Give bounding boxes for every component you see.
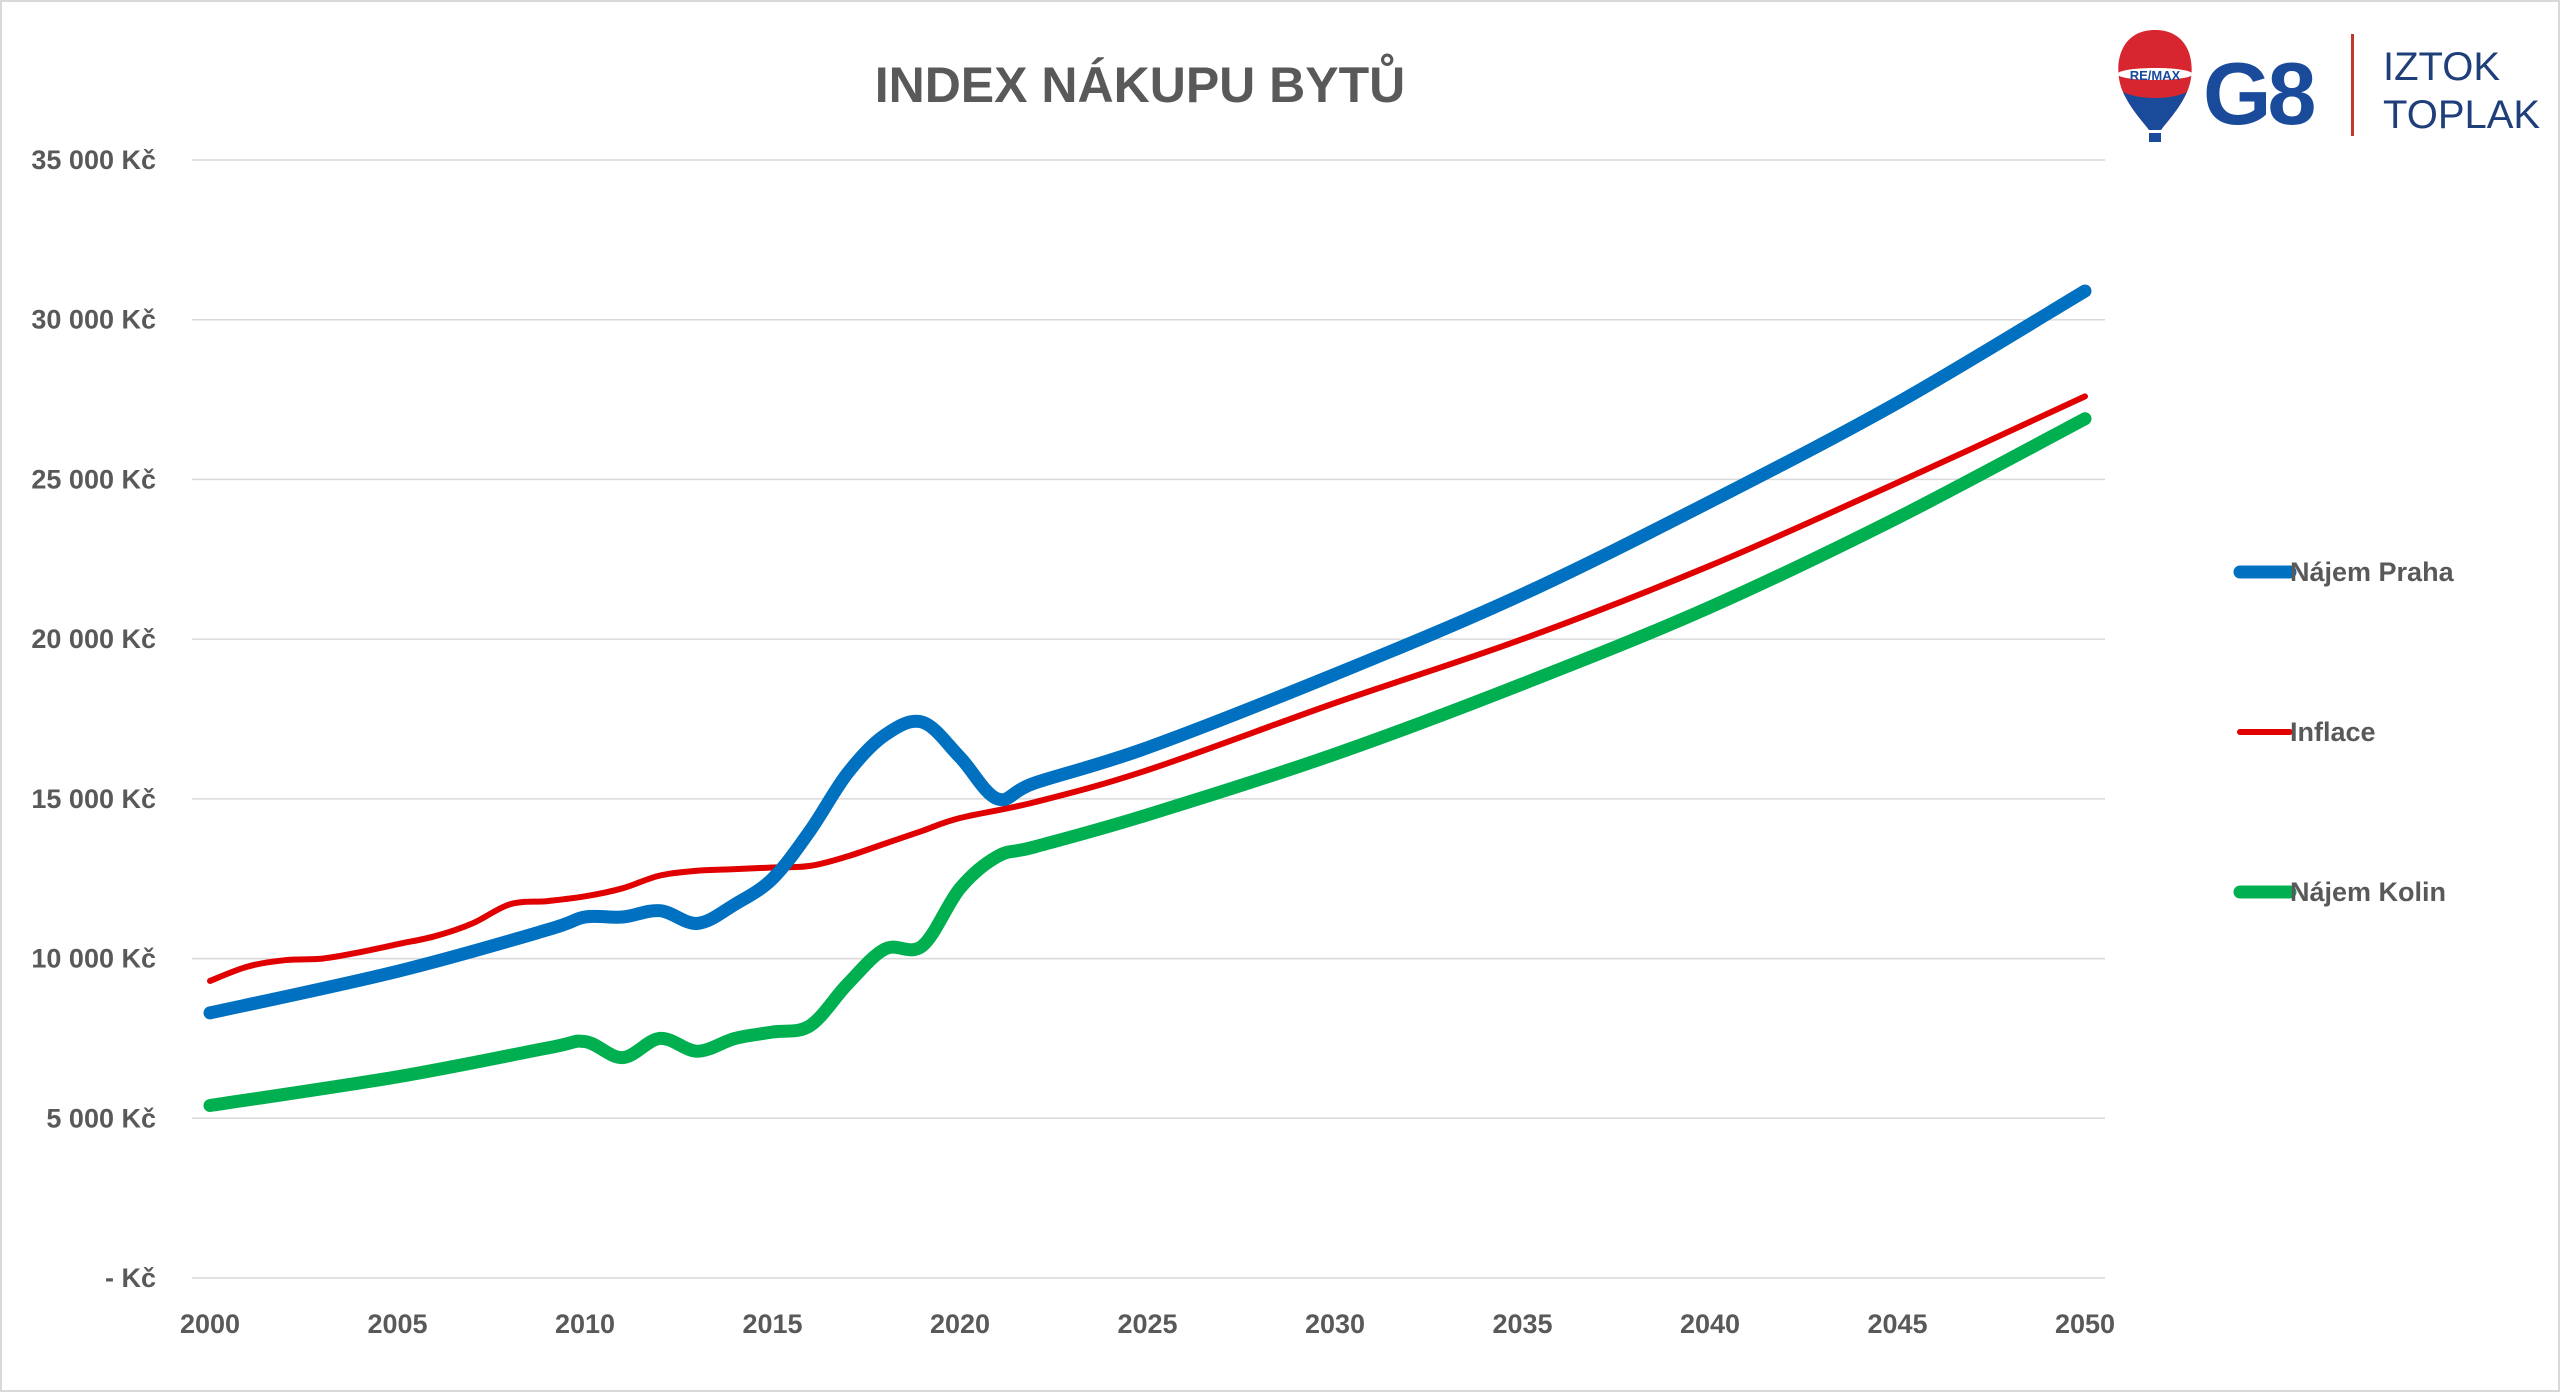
- balloon-text: RE/MAX: [2130, 68, 2181, 83]
- x-tick-label: 2010: [555, 1309, 615, 1339]
- x-tick-label: 2005: [367, 1309, 427, 1339]
- logo-g8: G8: [2203, 44, 2314, 143]
- x-tick-label: 2000: [180, 1309, 240, 1339]
- series-line-1: [207, 393, 2088, 984]
- series-lines: [203, 284, 2092, 1113]
- x-tick-label: 2025: [1117, 1309, 1177, 1339]
- y-tick-label: 30 000 Kč: [31, 305, 156, 335]
- logo-divider: [2351, 34, 2354, 136]
- x-tick-label: 2045: [1867, 1309, 1927, 1339]
- x-tick-label: 2015: [742, 1309, 802, 1339]
- x-tick-label: 2030: [1305, 1309, 1365, 1339]
- legend-label: Nájem Kolin: [2290, 877, 2446, 907]
- x-tick-label: 2035: [1492, 1309, 1552, 1339]
- y-tick-label: 35 000 Kč: [31, 145, 156, 175]
- chart-title: INDEX NÁKUPU BYTŮ: [875, 53, 1406, 113]
- series-line-2: [203, 412, 2092, 1113]
- logo-line1: IZTOK: [2383, 45, 2500, 89]
- x-tick-label: 2020: [930, 1309, 990, 1339]
- x-tick-label: 2040: [1680, 1309, 1740, 1339]
- x-tick-label: 2050: [2055, 1309, 2115, 1339]
- grid-lines: [192, 159, 2105, 1279]
- y-tick-label: - Kč: [105, 1263, 156, 1293]
- legend-label: Inflace: [2290, 717, 2376, 747]
- y-tick-label: 20 000 Kč: [31, 624, 156, 654]
- remax-logo: RE/MAX G8 IZTOK TOPLAK: [2117, 30, 2540, 143]
- y-tick-label: 15 000 Kč: [31, 784, 156, 814]
- x-axis-ticks: 2000 2005 2010 2015 2020 2025 2030 2035 2040 2045…: [180, 1309, 2115, 1339]
- y-axis-ticks: - Kč 5 000 Kč 10 000 Kč 15 000 Kč 20 000 Kč 2…: [31, 145, 156, 1293]
- series-line-0: [203, 284, 2092, 1020]
- logo-line2: TOPLAK: [2383, 93, 2540, 137]
- y-tick-label: 5 000 Kč: [46, 1103, 156, 1133]
- y-tick-label: 10 000 Kč: [31, 944, 156, 974]
- y-tick-label: 25 000 Kč: [31, 464, 156, 494]
- legend: Nájem Praha Inflace Nájem Kolin: [2233, 557, 2455, 907]
- legend-label: Nájem Praha: [2290, 557, 2455, 587]
- balloon-icon: RE/MAX: [2117, 30, 2193, 142]
